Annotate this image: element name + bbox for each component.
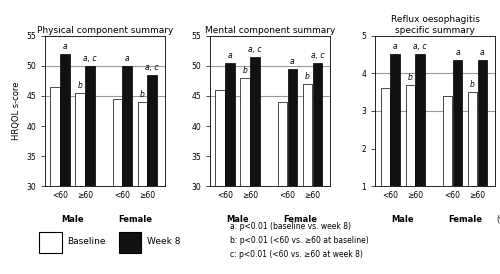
Text: a: a [290,57,294,66]
Bar [288,69,297,274]
Text: Male: Male [392,215,414,224]
Text: b: b [305,72,310,81]
Text: a: a [393,42,398,52]
Text: b: b [470,80,475,89]
Bar [85,66,94,274]
Bar [75,93,85,274]
Bar [478,60,487,224]
Text: b: b [408,73,412,82]
Bar [390,55,400,224]
Text: Female: Female [448,215,482,224]
Bar [138,102,147,274]
Bar [50,87,60,274]
Text: a: a [62,42,67,51]
Text: a: a [228,51,232,60]
Text: (yr): (yr) [496,215,500,224]
Bar [380,88,390,224]
Text: b: b [242,66,248,75]
Bar [112,99,122,274]
Text: a, c: a, c [414,42,427,52]
Bar [312,63,322,274]
Title: Physical component summary: Physical component summary [36,26,173,35]
Text: a: a [125,54,130,63]
Text: a, c: a, c [310,51,324,60]
Bar [226,63,235,274]
Text: a, c: a, c [146,63,159,72]
Text: Female: Female [118,215,152,224]
Text: a, c: a, c [248,45,262,54]
Bar [443,96,452,224]
Text: a: a [455,48,460,57]
Bar [60,54,70,274]
Title: Mental component summary: Mental component summary [205,26,335,35]
Text: a, c: a, c [83,54,96,63]
Bar [148,75,157,274]
Y-axis label: HRQOL s-core: HRQOL s-core [12,82,20,140]
Bar [453,60,462,224]
Text: a: a [480,48,485,57]
Bar [122,66,132,274]
Bar [39,232,62,253]
Text: Female: Female [283,215,317,224]
Text: b: b [140,90,144,99]
Bar [416,55,425,224]
Bar [302,84,312,274]
Bar [240,78,250,274]
Bar [468,92,477,224]
Bar [118,232,142,253]
Text: b: b [78,81,82,90]
Bar [406,85,415,224]
Text: Male: Male [226,215,249,224]
Bar [278,102,287,274]
Text: Male: Male [61,215,84,224]
Text: a: p<0.01 (baseline vs. week 8)
b: p<0.01 (<60 vs. ≥60 at baseline)
c: p<0.01 (<: a: p<0.01 (baseline vs. week 8) b: p<0.0… [230,222,369,259]
Text: Baseline: Baseline [68,238,106,246]
Text: Week 8: Week 8 [147,238,180,246]
Bar [250,57,260,274]
Bar [216,90,225,274]
Title: Reflux oesophagitis
specific summary: Reflux oesophagitis specific summary [390,15,480,35]
